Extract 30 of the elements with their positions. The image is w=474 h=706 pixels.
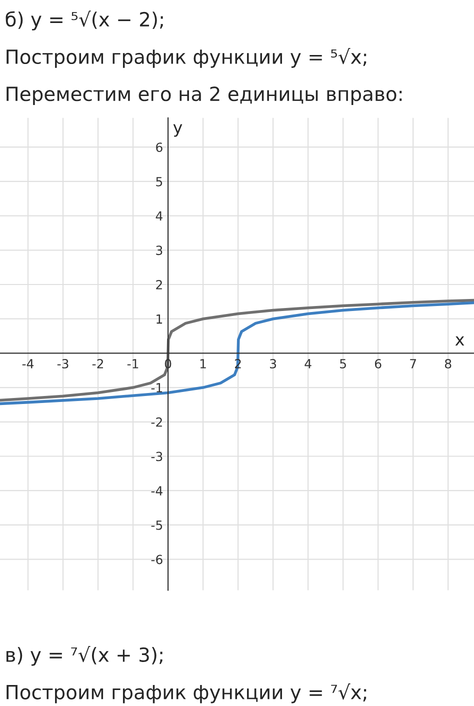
x-tick-label: -3 — [57, 358, 68, 368]
y-tick-label: 1 — [156, 314, 162, 324]
y-tick-label: -1 — [151, 383, 162, 392]
y-tick-label: 5 — [156, 177, 162, 186]
x-tick-label: -2 — [92, 358, 103, 368]
y-tick-label: -6 — [151, 554, 162, 564]
y-tick-label: 3 — [156, 246, 162, 256]
y-tick-label: 2 — [156, 280, 162, 290]
text: Построим график функции y = ⁵√x; — [6, 48, 366, 68]
y-tick-label: -3 — [151, 452, 162, 462]
text: в) y = ⁷√(x + 3); — [6, 646, 162, 666]
y-tick-label: -2 — [151, 417, 162, 427]
text: Переместим его на 2 единицы вправо: — [6, 86, 402, 105]
x-tick-label: -1 — [127, 359, 138, 368]
x-axis-title: x — [455, 336, 464, 346]
text: Построим график функции y = ⁷√x; — [6, 683, 366, 704]
x-tick-label: 5 — [340, 359, 346, 368]
x-tick-label: 4 — [304, 359, 312, 368]
x-tick-label: 6 — [374, 358, 382, 368]
y-tick-label: -4 — [151, 486, 162, 496]
x-tick-label: 8 — [444, 358, 452, 368]
y-tick-label: 4 — [156, 211, 162, 221]
y-tick-label: -5 — [151, 520, 162, 530]
x-tick-label: -4 — [22, 359, 34, 368]
x-tick-label: 7 — [410, 359, 416, 368]
x-tick-label: 1 — [200, 359, 206, 368]
y-tick-label: 6 — [156, 142, 162, 152]
x-tick-label: 3 — [270, 358, 276, 368]
y-axis-title: y — [173, 124, 182, 137]
text: б) y = ⁵√(x − 2); — [6, 10, 163, 30]
